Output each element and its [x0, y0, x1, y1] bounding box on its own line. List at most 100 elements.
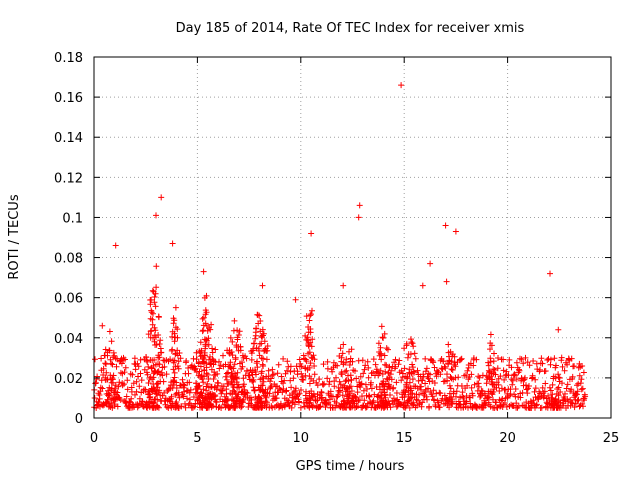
data-point: [458, 355, 465, 362]
data-point: [133, 378, 140, 385]
data-point: [94, 373, 101, 380]
data-point: [114, 403, 121, 410]
data-point: [103, 369, 110, 376]
data-point: [168, 393, 175, 400]
data-point: [250, 384, 257, 391]
data-point: [410, 343, 417, 350]
data-point: [549, 381, 556, 388]
data-point: [403, 403, 409, 410]
data-point: [152, 290, 159, 297]
data-point: [268, 375, 275, 382]
data-point: [537, 366, 543, 373]
data-point: [311, 371, 318, 378]
data-point: [151, 299, 158, 306]
data-point: [508, 364, 515, 371]
data-point: [437, 390, 444, 397]
data-point: [213, 399, 220, 406]
data-point: [495, 381, 502, 388]
data-point: [361, 397, 368, 404]
data-point: [357, 373, 364, 380]
data-point: [382, 368, 389, 375]
data-point: [580, 403, 586, 410]
data-point: [378, 351, 385, 358]
data-point: [311, 356, 318, 363]
data-point: [441, 363, 448, 370]
data-point: [259, 326, 266, 333]
data-point: [250, 345, 257, 352]
data-point: [446, 382, 453, 389]
data-point: [218, 405, 225, 411]
data-point: [113, 363, 120, 370]
data-point: [118, 360, 125, 367]
data-point: [530, 397, 537, 404]
data-point: [176, 350, 183, 356]
data-point: [266, 390, 273, 397]
data-point: [368, 379, 374, 386]
data-point: [216, 365, 223, 372]
data-point: [310, 352, 317, 359]
data-point: [411, 350, 418, 357]
data-point: [502, 386, 509, 393]
data-point: [556, 375, 563, 381]
data-point: [468, 371, 475, 378]
data-point: [467, 400, 474, 407]
y-tick-label: 0.14: [54, 131, 83, 146]
data-point: [419, 377, 426, 384]
data-point: [236, 328, 243, 335]
data-point: [298, 387, 304, 393]
data-point: [395, 361, 402, 368]
data-point: [173, 401, 180, 408]
data-point: [167, 356, 174, 363]
data-point: [179, 376, 186, 383]
data-point: [287, 363, 294, 370]
data-point: [210, 403, 216, 409]
data-point: [191, 403, 198, 410]
x-tick-label: 10: [293, 431, 310, 446]
y-tick-label: 0: [75, 412, 83, 427]
data-point: [250, 376, 257, 383]
data-point: [170, 320, 177, 327]
data-point: [209, 349, 216, 356]
data-point: [99, 385, 106, 392]
data-point: [387, 404, 394, 411]
data-point: [575, 396, 582, 403]
data-point: [258, 355, 265, 362]
data-point: [347, 355, 354, 362]
data-point: [298, 370, 305, 377]
data-point: [452, 363, 459, 370]
data-point: [254, 358, 261, 365]
data-point: [491, 367, 498, 373]
data-point: [258, 340, 265, 347]
data-point: [186, 389, 193, 396]
data-point: [306, 317, 313, 324]
data-point: [485, 359, 492, 366]
data-point: [178, 403, 185, 410]
data-point: [469, 392, 476, 399]
data-point: [128, 395, 135, 402]
data-point: [380, 335, 387, 341]
data-point: [111, 385, 118, 392]
data-point: [182, 404, 189, 411]
data-point: [345, 378, 352, 384]
data-point: [579, 363, 586, 369]
data-point: [142, 386, 149, 393]
data-point: [231, 361, 238, 368]
data-point: [216, 358, 222, 365]
data-point: [260, 355, 267, 362]
data-point: [419, 282, 426, 289]
data-point: [379, 334, 386, 341]
data-point: [256, 312, 263, 319]
data-point: [526, 362, 533, 369]
data-point: [261, 338, 268, 345]
data-point: [319, 394, 325, 401]
data-point: [459, 389, 466, 396]
data-point: [269, 372, 276, 379]
data-point: [98, 355, 105, 362]
data-point: [392, 356, 399, 363]
data-point: [573, 391, 580, 398]
data-point: [169, 240, 176, 247]
data-point: [471, 381, 478, 388]
data-point: [418, 403, 425, 410]
data-point: [559, 380, 565, 387]
data-point: [106, 328, 113, 335]
